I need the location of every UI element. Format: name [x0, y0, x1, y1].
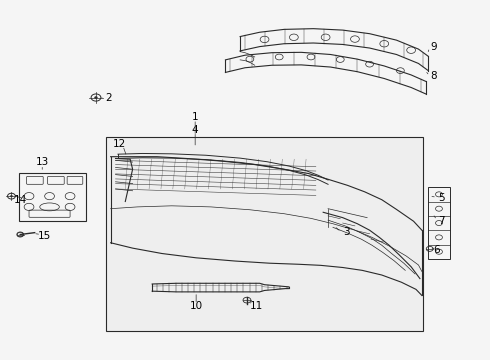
- Text: 2: 2: [106, 93, 112, 103]
- Text: 13: 13: [36, 157, 49, 167]
- Text: 5: 5: [438, 193, 444, 203]
- Text: 6: 6: [433, 245, 440, 255]
- Bar: [19, 173, 86, 221]
- Text: 14: 14: [14, 195, 27, 205]
- Circle shape: [94, 96, 98, 99]
- Text: 15: 15: [37, 231, 50, 240]
- Text: 9: 9: [431, 42, 437, 52]
- Text: 7: 7: [438, 216, 444, 226]
- Circle shape: [10, 195, 13, 197]
- Text: 3: 3: [343, 227, 349, 237]
- Text: 1: 1: [192, 112, 198, 122]
- Text: 8: 8: [431, 71, 437, 81]
- Bar: [106, 137, 423, 330]
- Text: 12: 12: [113, 139, 126, 149]
- Text: 10: 10: [190, 301, 203, 311]
- Text: 4: 4: [192, 125, 198, 135]
- Text: 11: 11: [250, 301, 263, 311]
